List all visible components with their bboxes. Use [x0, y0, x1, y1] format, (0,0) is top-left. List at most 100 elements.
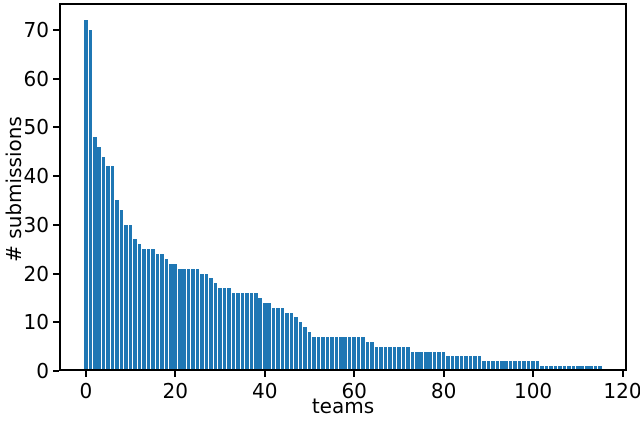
bar	[262, 302, 267, 371]
bar	[151, 249, 155, 371]
bar	[245, 293, 249, 371]
bar	[101, 156, 106, 371]
y-tick-mark	[53, 126, 59, 129]
y-tick-mark	[53, 28, 59, 31]
bar	[415, 351, 419, 371]
bar	[580, 366, 585, 371]
plot-area	[59, 3, 627, 371]
bar	[298, 322, 303, 371]
bar	[401, 346, 406, 371]
bar	[410, 351, 415, 371]
y-tick-mark	[53, 175, 59, 178]
bar	[383, 346, 388, 371]
bar	[388, 346, 392, 371]
bar	[164, 258, 169, 371]
bar	[459, 356, 464, 371]
bar	[240, 293, 245, 371]
bar	[473, 356, 477, 371]
bar	[522, 361, 526, 371]
bar	[200, 273, 204, 371]
bar	[361, 336, 365, 371]
y-tick-label: 10	[23, 310, 49, 335]
bar	[352, 336, 356, 371]
bar	[285, 312, 289, 371]
bar	[155, 254, 160, 371]
x-tick-mark	[84, 371, 87, 377]
bar	[437, 351, 441, 371]
bar	[195, 268, 200, 371]
bar	[356, 336, 361, 371]
bar	[423, 351, 428, 371]
bar	[450, 356, 455, 371]
y-tick-mark	[53, 77, 59, 80]
bar	[491, 361, 495, 371]
bar	[294, 317, 298, 371]
bar	[486, 361, 491, 371]
y-tick-label: 0	[36, 359, 49, 383]
bar	[464, 356, 468, 371]
bar	[312, 336, 316, 371]
bar	[128, 224, 133, 371]
bar	[271, 307, 276, 371]
bar	[468, 356, 473, 371]
bar	[222, 288, 227, 371]
bar	[589, 366, 593, 371]
bar	[446, 356, 450, 371]
x-tick-label: 60	[341, 379, 367, 403]
y-tick-label: 30	[23, 212, 49, 237]
x-tick-label: 80	[430, 379, 457, 403]
bar	[499, 361, 504, 371]
y-tick-mark	[53, 272, 59, 275]
bar	[124, 224, 128, 371]
y-tick-mark	[53, 223, 59, 226]
bar	[477, 356, 482, 371]
x-tick-label: 0	[79, 379, 93, 403]
bar	[92, 137, 97, 371]
bar	[204, 273, 209, 371]
bar	[535, 361, 540, 371]
y-tick-label: 20	[23, 261, 49, 286]
bar	[392, 346, 397, 371]
bar	[119, 210, 124, 371]
bar	[110, 166, 115, 371]
bar	[370, 341, 374, 371]
bar	[379, 346, 383, 371]
y-tick-label: 50	[23, 115, 49, 140]
bar	[213, 283, 218, 371]
bar	[571, 366, 576, 371]
bar	[508, 361, 513, 371]
bar	[307, 332, 312, 371]
bar	[253, 293, 258, 371]
x-axis-label: teams	[311, 394, 375, 418]
bar	[343, 336, 347, 371]
bar	[186, 268, 191, 371]
bar	[549, 366, 553, 371]
x-tick-label: 20	[162, 379, 188, 403]
bar	[84, 20, 88, 371]
bar	[137, 244, 142, 371]
bar	[88, 29, 93, 371]
bar	[142, 249, 146, 371]
y-axis-label: # submissions	[2, 116, 26, 262]
bar	[544, 366, 549, 371]
bar	[115, 200, 119, 371]
bar	[558, 366, 562, 371]
bar	[169, 263, 173, 371]
bar	[280, 307, 285, 371]
bar	[598, 366, 602, 371]
bar	[160, 254, 164, 371]
bar	[419, 351, 424, 371]
bar	[482, 361, 486, 371]
bar	[330, 336, 334, 371]
bar	[540, 366, 544, 371]
bar	[267, 302, 271, 371]
bar	[231, 293, 236, 371]
bar	[584, 366, 589, 371]
bar	[276, 307, 280, 371]
bar	[495, 361, 500, 371]
bar	[325, 336, 330, 371]
bar	[133, 239, 137, 371]
x-tick-mark	[442, 371, 445, 377]
bar	[177, 268, 182, 371]
